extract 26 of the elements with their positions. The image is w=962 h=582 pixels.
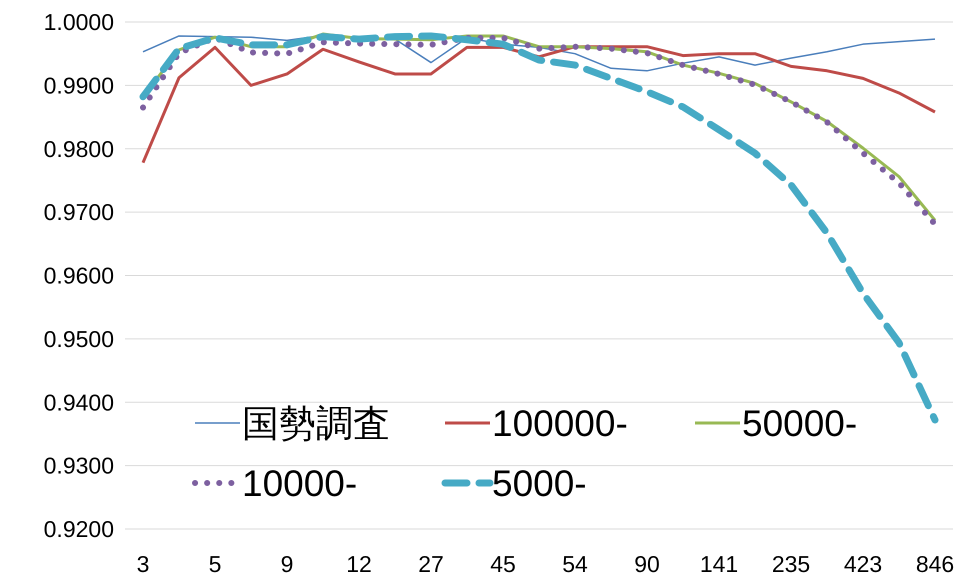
y-tick-label: 0.9600 [44, 262, 114, 288]
y-tick-label: 1.0000 [44, 9, 114, 35]
x-tick-label: 5 [208, 551, 222, 577]
x-tick-label: 27 [418, 551, 444, 577]
y-tick-label: 0.9800 [44, 136, 114, 162]
y-tick-label: 0.9200 [44, 516, 114, 542]
legend-label: 5000- [492, 463, 587, 504]
y-tick-label: 0.9500 [44, 326, 114, 352]
y-tick-label: 0.9700 [44, 199, 114, 226]
legend-label: 国勢調査 [242, 403, 390, 444]
x-tick-label: 141 [700, 551, 738, 577]
x-tick-label: 54 [562, 551, 588, 577]
y-tick-label: 0.9400 [44, 389, 114, 416]
x-tick-label: 3 [136, 551, 150, 577]
y-tick-label: 0.9900 [44, 72, 114, 98]
x-tick-label: 235 [772, 551, 810, 577]
x-tick-label: 12 [346, 551, 372, 577]
x-tick-label: 846 [916, 551, 954, 577]
x-tick-label: 423 [844, 551, 882, 577]
legend-label: 100000- [492, 403, 628, 444]
legend-label: 10000- [242, 463, 358, 504]
x-tick-label: 45 [490, 551, 516, 577]
x-tick-label: 9 [280, 551, 294, 577]
y-tick-label: 0.9300 [44, 452, 114, 479]
legend-label: 50000- [742, 403, 858, 444]
x-tick-label: 90 [634, 551, 660, 577]
